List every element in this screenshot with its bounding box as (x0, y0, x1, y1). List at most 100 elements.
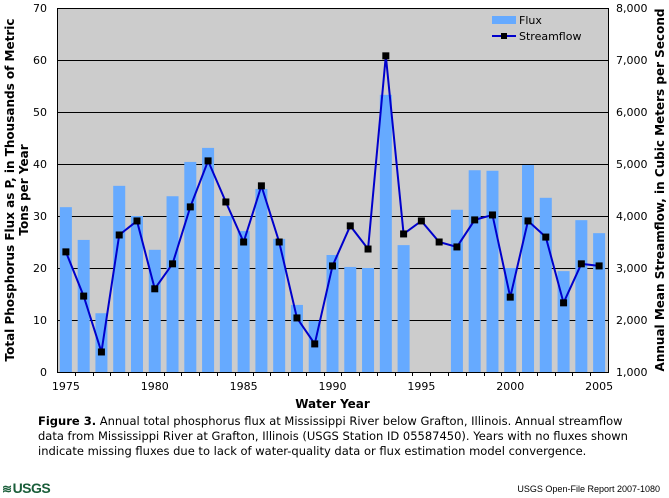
streamflow-marker-1978 (115, 231, 123, 239)
flux-bar-2001 (522, 165, 535, 372)
flux-bar-2005 (593, 233, 606, 372)
flux-bar-1992 (362, 268, 375, 372)
flux-bar-1983 (202, 147, 215, 372)
flux-bar-1987 (273, 238, 286, 372)
logo-text: USGS (12, 480, 51, 496)
streamflow-marker-1992 (364, 245, 372, 253)
x-axis-title: Water Year (295, 397, 370, 410)
legend-flux-label: Flux (519, 14, 542, 27)
flux-bar-1999 (486, 170, 499, 372)
streamflow-marker-1997 (453, 243, 461, 251)
streamflow-marker-1996 (435, 238, 443, 246)
flux-bar-1997 (450, 209, 463, 372)
report-id: USGS Open-File Report 2007-1080 (517, 484, 660, 494)
flux-bar-1994 (397, 245, 410, 372)
right-y-tick-label: 1,000 (616, 366, 648, 379)
streamflow-marker-1993 (382, 52, 390, 60)
flux-bar-1975 (59, 207, 72, 372)
flux-bar-1976 (77, 239, 90, 372)
streamflow-marker-1985 (240, 238, 248, 246)
legend-flux-swatch (492, 16, 516, 24)
streamflow-marker-1999 (488, 211, 496, 219)
streamflow-marker-2001 (524, 217, 532, 225)
streamflow-marker-1990 (329, 262, 336, 270)
flux-bar-1998 (468, 170, 481, 372)
streamflow-marker-1995 (417, 217, 425, 225)
flux-bar-1993 (379, 94, 392, 372)
flux-bar-1978 (113, 185, 126, 372)
flux-bar-1985 (237, 231, 250, 372)
streamflow-marker-1989 (311, 340, 319, 348)
streamflow-markers (62, 52, 603, 356)
x-axis: 1975 1980 1985 1990 1995 2000 2005 (52, 372, 613, 393)
streamflow-marker-1979 (133, 217, 141, 225)
streamflow-marker-1980 (151, 285, 159, 293)
left-y-axis: 0 10 20 30 40 50 60 70 (33, 2, 47, 379)
flux-bar-2004 (575, 220, 588, 372)
left-y-tick-label: 40 (33, 158, 47, 171)
usgs-logo: ≋USGS (2, 480, 51, 496)
streamflow-marker-1987 (275, 238, 283, 246)
legend: Flux Streamflow (492, 14, 581, 43)
streamflow-marker-1975 (62, 248, 70, 256)
figure-caption: Figure 3. Annual total phosphorus flux a… (38, 414, 638, 459)
legend-streamflow-marker (501, 33, 507, 39)
streamflow-marker-1986 (257, 182, 265, 190)
flux-bar-1984 (219, 216, 232, 372)
figure-label: Figure 3. (38, 414, 97, 428)
right-y-axis-title: Annual Mean Streamflow, in Cubic Meters … (653, 9, 667, 372)
x-tick-label: 2005 (585, 380, 613, 393)
right-y-axis: 1,000 2,000 3,000 4,000 5,000 6,000 7,000 8,000 (616, 2, 648, 379)
flux-bar-1981 (166, 196, 179, 372)
right-y-tick-label: 4,000 (616, 210, 648, 223)
streamflow-marker-1991 (346, 222, 354, 230)
flux-bar-1990 (326, 255, 339, 372)
streamflow-marker-1977 (97, 348, 105, 356)
x-tick-label: 2000 (496, 380, 524, 393)
x-tick-label: 1995 (407, 380, 435, 393)
streamflow-marker-1984 (222, 198, 230, 206)
streamflow-marker-1981 (169, 260, 177, 268)
left-y-tick-label: 70 (33, 2, 47, 15)
left-y-axis-title-line: Total Phosphorus Flux as P, in Thousands… (3, 18, 17, 361)
flux-bar-1986 (255, 188, 268, 372)
streamflow-marker-1998 (471, 216, 479, 224)
streamflow-marker-2002 (542, 233, 550, 241)
flux-bar-2002 (539, 197, 552, 372)
right-y-tick-label: 8,000 (616, 2, 648, 15)
streamflow-marker-1983 (204, 157, 212, 165)
x-tick-label: 1990 (319, 380, 347, 393)
chart: 1975 1980 1985 1990 1995 2000 2005 0 10 20 30 40 50… (3, 2, 667, 410)
x-tick-label: 1980 (141, 380, 169, 393)
x-tick-label: 1975 (52, 380, 80, 393)
usgs-waves-icon: ≋ (2, 482, 12, 496)
left-y-tick-label: 30 (33, 210, 47, 223)
flux-bar-2000 (504, 268, 517, 372)
right-y-tick-label: 3,000 (616, 262, 648, 275)
x-tick-label: 1985 (230, 380, 258, 393)
left-y-tick-label: 20 (33, 262, 47, 275)
left-y-axis-title-line: Tons per Year (17, 144, 31, 235)
right-y-tick-label: 2,000 (616, 314, 648, 327)
streamflow-marker-1988 (293, 314, 301, 322)
right-y-tick-label: 6,000 (616, 106, 648, 119)
streamflow-marker-1982 (186, 203, 194, 211)
left-y-tick-label: 50 (33, 106, 47, 119)
streamflow-marker-1994 (400, 230, 408, 238)
flux-bar-1991 (344, 266, 357, 372)
legend-streamflow-label: Streamflow (519, 30, 581, 43)
left-y-tick-label: 10 (33, 314, 47, 327)
caption-text: Annual total phosphorus flux at Mississi… (38, 414, 628, 458)
left-y-tick-label: 0 (40, 366, 47, 379)
streamflow-marker-2004 (577, 260, 585, 268)
streamflow-marker-1976 (80, 292, 88, 300)
flux-bar-1980 (148, 249, 161, 372)
streamflow-marker-2000 (506, 293, 514, 301)
left-y-axis-title: Total Phosphorus Flux as P, in Thousands… (3, 18, 31, 361)
right-y-tick-label: 7,000 (616, 54, 648, 67)
plot-border (57, 8, 609, 373)
streamflow-marker-2005 (595, 262, 603, 270)
flux-bar-1979 (130, 216, 143, 372)
left-y-tick-label: 60 (33, 54, 47, 67)
streamflow-marker-2003 (560, 299, 568, 307)
